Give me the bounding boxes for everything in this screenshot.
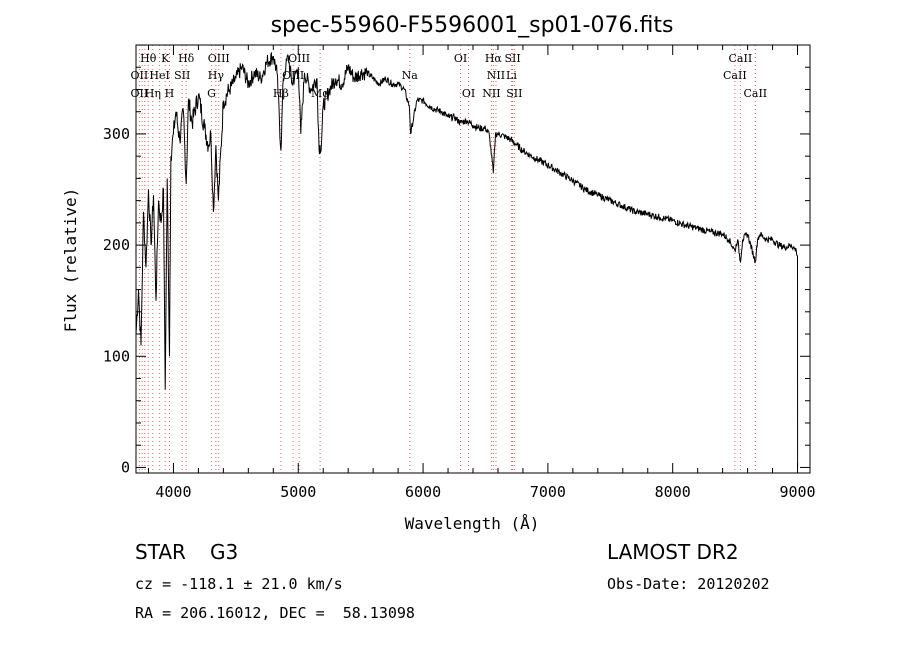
y-axis-label: Flux (relative) [61,188,80,333]
chart-title: spec-55960-F5596001_sp01-076.fits [271,13,674,38]
spectrum-line [135,52,799,468]
line-label: Hβ [273,87,289,100]
line-label: NII [487,69,505,82]
line-label: OIII [288,52,310,65]
line-label: NII [482,87,500,100]
line-label: OIII [282,69,304,82]
plot-frame [135,44,811,474]
y-tick-label: 300 [103,125,130,143]
line-label: SII [504,52,520,65]
line-label: Hγ [208,69,225,82]
x-tick-label: 7000 [530,483,566,501]
line-label: CaII [743,87,767,100]
line-label: OI [454,52,467,65]
line-label: Hδ [178,52,195,65]
line-label: Hα [485,52,503,65]
coordinates: RA = 206.16012, DEC = 58.13098 [135,604,415,622]
y-tick-label: 200 [103,236,130,254]
line-label: Hη [145,87,161,100]
object-class: STAR [135,540,186,564]
x-tick-label: 6000 [405,483,441,501]
y-tick-label: 100 [103,347,130,365]
spectral-subclass: G3 [210,540,239,564]
y-axis: 0 100 200 300 [103,66,810,476]
x-axis-label: Wavelength (Å) [405,514,540,533]
line-label: OIII [208,52,230,65]
line-label: SII [174,69,190,82]
line-label: OII [131,69,149,82]
velocity-readout: cz = -118.1 ± 21.0 km/s [135,575,343,593]
line-label: G [207,87,216,100]
line-label: Mg [311,87,329,100]
line-label: H [165,87,175,100]
y-tick-label: 0 [121,458,130,476]
line-label: CaII [723,69,747,82]
obs-date: Obs-Date: 20120202 [607,575,770,593]
line-label: Li [506,69,517,82]
line-label: Na [402,69,419,82]
line-label: HeI [149,69,169,82]
x-tick-label: 9000 [779,483,815,501]
line-label: CaII [729,52,753,65]
x-tick-label: 4000 [155,483,191,501]
line-label: OII [131,87,149,100]
line-label: Hθ [140,52,157,65]
line-label: SII [506,87,522,100]
x-axis: 4000 5000 6000 7000 8000 9000 [147,45,816,501]
line-label: K [161,52,170,65]
line-label: OI [462,87,475,100]
x-tick-label: 8000 [655,483,691,501]
x-tick-label: 5000 [280,483,316,501]
spectral-line-markers [138,45,756,473]
survey-name: LAMOST DR2 [607,540,739,564]
